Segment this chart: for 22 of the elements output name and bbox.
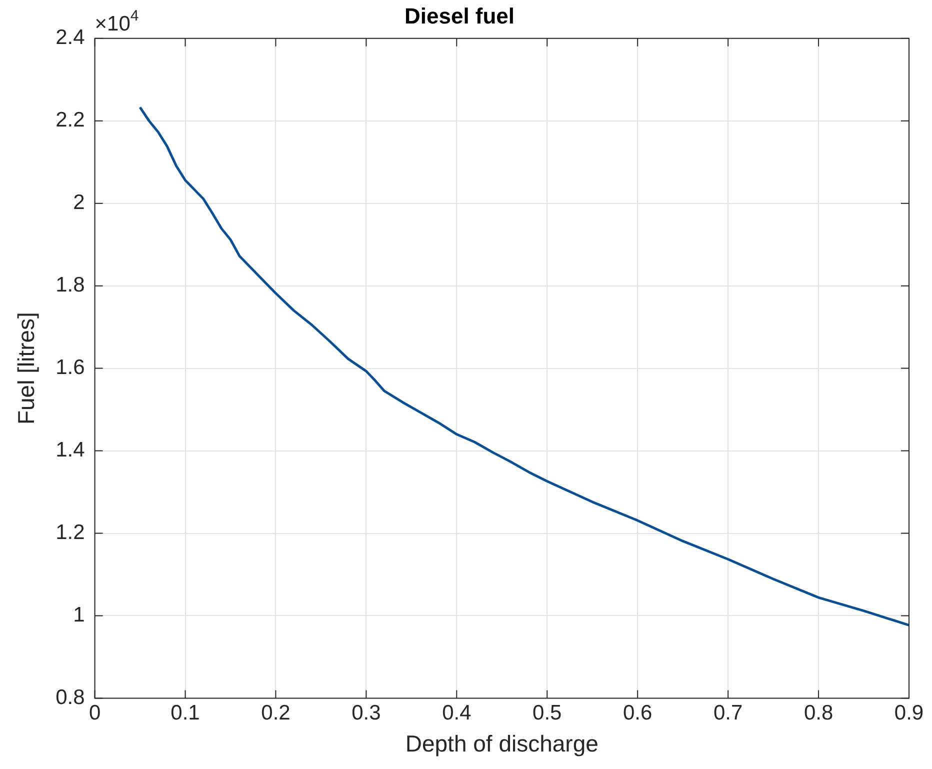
x-tick-label: 0.9 [894, 702, 924, 725]
x-tick-label: 0.3 [352, 702, 381, 725]
x-tick-label: 0.8 [804, 702, 834, 725]
y-tick-label: 1.8 [56, 274, 85, 297]
x-tick-label: 0.7 [713, 702, 743, 725]
y-tick-label: 1.6 [56, 356, 85, 380]
x-axis-title: Depth of discharge [405, 730, 598, 757]
x-tick-label: 0.5 [532, 702, 562, 725]
y-tick-label: 2.2 [56, 108, 85, 132]
x-tick-label: 0.6 [622, 702, 652, 725]
y-tick-label: 0.8 [56, 686, 85, 709]
x-tick-label: 0.4 [442, 702, 472, 725]
x-tick-label: 0 [88, 702, 101, 725]
y-tick-label: 1.4 [56, 438, 86, 462]
y-tick-label: 1.2 [56, 521, 85, 544]
x-tick-label: 0.2 [261, 702, 290, 725]
y-tick-label: 1 [73, 604, 85, 627]
y-tick-label: 2 [73, 191, 85, 214]
x-tick-label: 0.1 [170, 702, 200, 725]
y-axis-title: Fuel [litres] [13, 312, 40, 425]
chart-title: Diesel fuel [404, 3, 515, 28]
y-tick-label: 2.4 [56, 26, 86, 50]
